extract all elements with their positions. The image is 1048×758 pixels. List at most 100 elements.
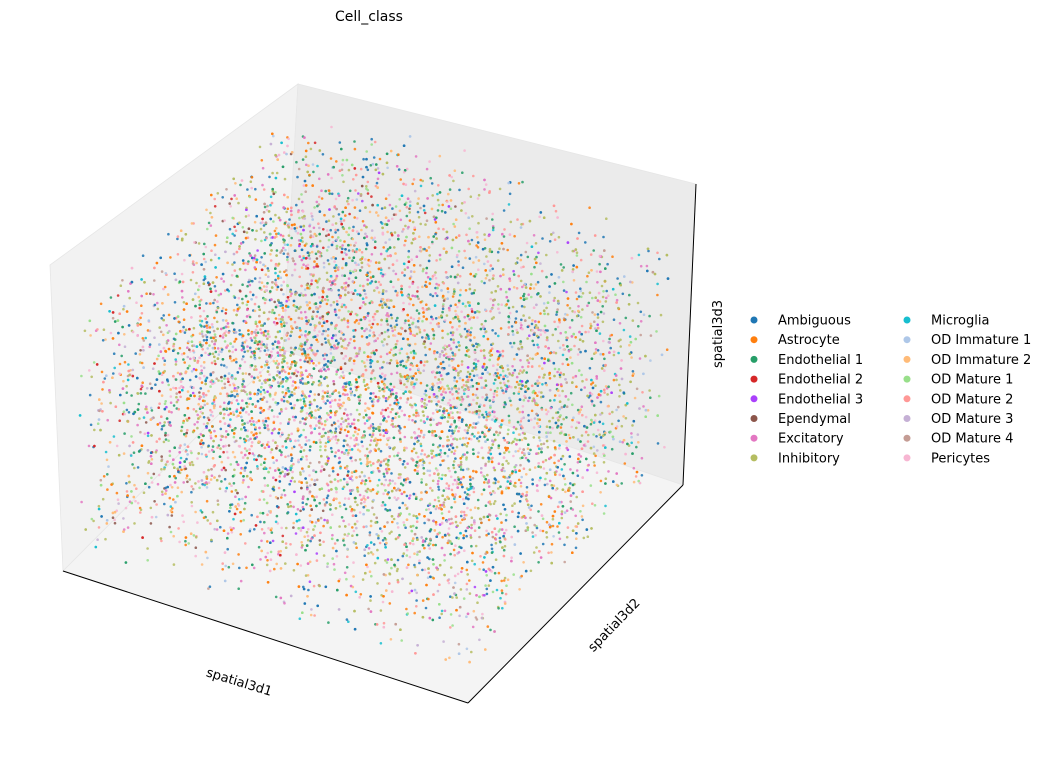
scatter-point	[543, 483, 547, 487]
scatter-point	[349, 337, 352, 341]
scatter-point	[502, 436, 506, 440]
scatter-point	[260, 365, 263, 369]
scatter-point	[513, 357, 516, 361]
scatter-point	[116, 498, 120, 502]
scatter-point	[454, 470, 457, 474]
scatter-point	[418, 559, 421, 562]
scatter-point	[504, 592, 508, 596]
scatter-point	[282, 399, 286, 403]
scatter-point	[345, 425, 349, 428]
scatter-point	[412, 514, 416, 517]
scatter-point	[611, 410, 614, 414]
scatter-point	[227, 565, 231, 569]
scatter-point	[104, 450, 108, 454]
scatter-point	[349, 505, 352, 509]
scatter-point	[282, 293, 285, 296]
scatter-point	[130, 435, 133, 438]
scatter-point	[272, 461, 276, 465]
scatter-point	[306, 574, 310, 577]
scatter-point	[415, 526, 418, 530]
scatter-point	[385, 342, 389, 346]
scatter-point	[277, 313, 281, 317]
scatter-point	[504, 518, 508, 522]
scatter-point	[344, 288, 347, 292]
scatter-point	[485, 217, 488, 220]
scatter-point	[334, 389, 338, 392]
scatter-point	[499, 512, 503, 516]
scatter-point	[451, 482, 455, 486]
scatter-point	[308, 474, 311, 477]
scatter-point	[466, 573, 470, 576]
scatter-point	[123, 345, 127, 349]
scatter-point	[122, 379, 125, 383]
scatter-point	[476, 498, 480, 502]
scatter-point	[405, 205, 409, 209]
scatter-point	[332, 562, 336, 566]
scatter-point	[242, 355, 245, 358]
scatter-point	[403, 274, 406, 277]
scatter-point	[569, 391, 573, 395]
scatter-point	[211, 510, 215, 514]
scatter-point	[135, 301, 138, 305]
scatter-point	[536, 379, 539, 383]
scatter-point	[400, 639, 404, 642]
scatter-point	[161, 493, 164, 496]
scatter-point	[153, 279, 156, 282]
scatter-point	[167, 232, 170, 236]
scatter-point	[220, 480, 223, 483]
scatter-point	[321, 317, 325, 321]
scatter-point	[470, 316, 473, 319]
scatter-point	[148, 345, 151, 349]
scatter-point	[262, 421, 265, 425]
scatter-point	[484, 462, 488, 466]
scatter-point	[300, 546, 304, 549]
scatter-point	[281, 318, 284, 322]
scatter-point	[516, 218, 519, 221]
scatter-point	[399, 482, 403, 486]
scatter-point	[294, 309, 298, 312]
scatter-point	[541, 237, 544, 240]
scatter-point	[100, 370, 104, 374]
scatter-point	[178, 386, 181, 390]
scatter-point	[473, 506, 477, 510]
scatter-point	[358, 306, 362, 310]
scatter-point	[440, 609, 444, 613]
scatter-point	[596, 428, 600, 432]
scatter-point	[212, 400, 216, 404]
scatter-point	[555, 313, 558, 316]
scatter-point	[219, 427, 223, 431]
scatter-point	[144, 392, 147, 395]
scatter-point	[199, 433, 203, 436]
scatter-point	[273, 300, 277, 304]
scatter-point	[503, 576, 507, 580]
scatter-point	[354, 189, 357, 192]
scatter-point	[546, 410, 550, 413]
scatter-point	[417, 197, 420, 200]
scatter-point	[497, 356, 501, 360]
scatter-point	[272, 415, 276, 418]
scatter-point	[535, 326, 538, 330]
scatter-point	[452, 397, 456, 400]
scatter-point	[292, 505, 295, 509]
scatter-point	[222, 416, 225, 420]
scatter-point	[356, 503, 359, 507]
scatter-point	[448, 188, 452, 191]
scatter-point	[370, 551, 373, 554]
scatter-point	[554, 488, 558, 492]
scatter-point	[433, 498, 437, 502]
scatter-point	[621, 440, 624, 444]
scatter-point	[576, 408, 580, 412]
scatter-point	[405, 401, 409, 404]
scatter-point	[167, 383, 170, 387]
scatter-point	[186, 390, 190, 393]
scatter-point	[371, 238, 375, 241]
scatter-point	[165, 341, 169, 345]
scatter-point	[627, 444, 631, 447]
scatter-point	[503, 544, 507, 548]
y-axis-line	[467, 484, 684, 704]
scatter-point	[422, 369, 426, 373]
scatter-point	[215, 528, 219, 531]
scatter-point	[503, 451, 506, 455]
scatter-point	[142, 491, 146, 495]
scatter-point	[520, 323, 523, 327]
